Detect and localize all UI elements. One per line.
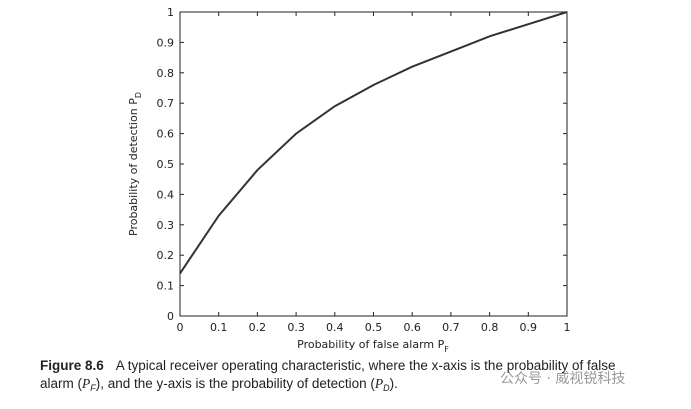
y-tick-label: 0.7 — [157, 97, 175, 110]
x-tick-label: 1 — [564, 321, 571, 334]
y-tick-label: 0.4 — [157, 188, 175, 201]
y-tick-label: 0.1 — [157, 280, 175, 293]
x-label-text: Probability of false alarm P — [297, 338, 444, 351]
x-tick-label: 0.2 — [249, 321, 267, 334]
caption-text: ), and the y-axis is the probability of … — [96, 376, 376, 391]
y-axis-label: Probability of detection PD — [127, 92, 143, 236]
y-label-sub: D — [134, 92, 143, 98]
y-tick-label: 0.6 — [157, 128, 175, 141]
x-tick-label: 0.1 — [210, 321, 228, 334]
caption-text: A typical receiver operating characteris… — [116, 358, 616, 373]
x-tick-label: 0.4 — [326, 321, 344, 334]
x-tick-label: 0.9 — [520, 321, 538, 334]
caption-math-sub: D — [383, 383, 390, 393]
caption-text: ). — [390, 376, 398, 391]
caption-line-1: Figure 8.6 A typical receiver operating c… — [40, 358, 616, 373]
caption-math: P — [374, 376, 383, 391]
x-tick-label: 0.8 — [481, 321, 499, 334]
x-tick-label: 0.3 — [287, 321, 305, 334]
y-tick-label: 0.8 — [157, 67, 175, 80]
y-tick-label: 0 — [167, 310, 174, 323]
y-tick-label: 0.2 — [157, 249, 175, 262]
x-axis-label: Probability of false alarm PF — [297, 338, 449, 354]
caption-math-sub: F — [90, 383, 96, 393]
x-tick-label: 0.6 — [403, 321, 421, 334]
y-tick-label: 0.9 — [157, 36, 175, 49]
watermark: 公众号 · 威视锐科技 — [500, 371, 625, 387]
y-tick-label: 1 — [167, 6, 174, 19]
x-label-sub: F — [444, 345, 449, 354]
caption-line-2: alarm (PF), and the y-axis is the probab… — [40, 376, 398, 393]
plot-frame — [179, 11, 568, 317]
y-tick-label: 0.5 — [157, 158, 175, 171]
caption-text: alarm ( — [40, 376, 83, 391]
x-tick-label: 0 — [177, 321, 184, 334]
caption-math: P — [81, 376, 90, 391]
x-tick-label: 0.7 — [442, 321, 460, 334]
roc-curve — [179, 11, 568, 274]
y-label-text: Probability of detection P — [127, 98, 140, 236]
x-tick-label: 0.5 — [365, 321, 383, 334]
y-tick-label: 0.3 — [157, 219, 175, 232]
caption-label: Figure 8.6 — [40, 358, 104, 373]
